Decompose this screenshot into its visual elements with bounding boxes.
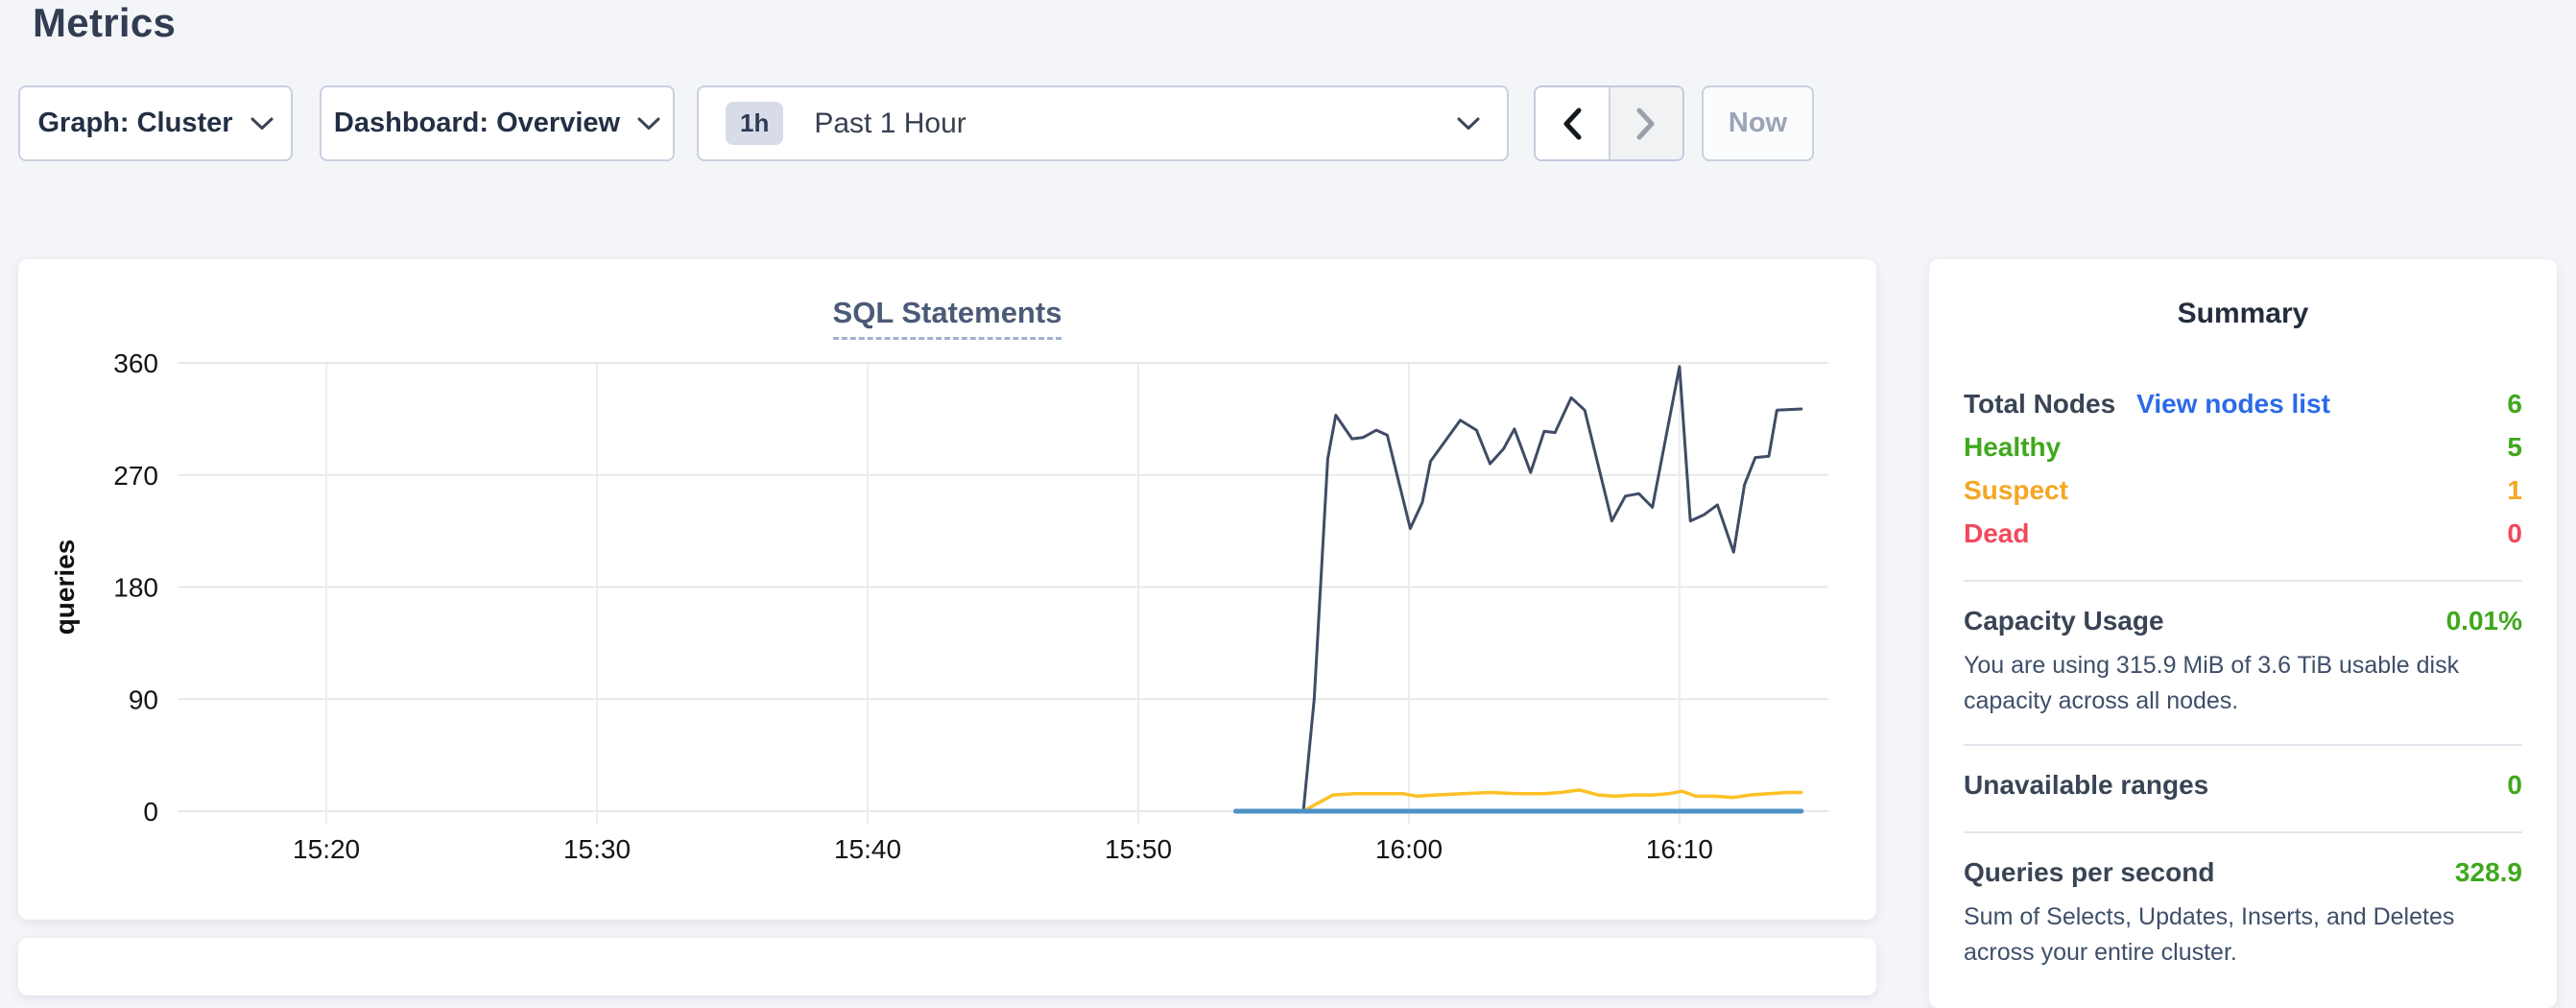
- node-status-row: Suspect 1: [1964, 468, 2522, 512]
- node-status-label: Suspect: [1964, 474, 2068, 505]
- chevron-down-icon: [637, 117, 660, 130]
- time-range-selector[interactable]: 1h Past 1 Hour: [697, 85, 1509, 161]
- summary-metric: Queries per second 328.9 Sum of Selects, U…: [1964, 831, 2522, 971]
- divider: [1964, 580, 2522, 582]
- next-time-button[interactable]: [1608, 87, 1682, 159]
- svg-text:15:30: 15:30: [563, 834, 631, 864]
- summary-metric-value: 0.01%: [2445, 605, 2522, 636]
- node-status-value: 1: [2507, 474, 2522, 505]
- divider: [1964, 744, 2522, 746]
- chart-title-wrap: SQL Statements: [18, 296, 1876, 340]
- svg-text:90: 90: [129, 684, 158, 714]
- graph-dropdown[interactable]: Graph: Cluster: [18, 85, 293, 161]
- chart-title[interactable]: SQL Statements: [832, 296, 1062, 340]
- svg-text:360: 360: [113, 348, 158, 378]
- summary-metric-row: Unavailable ranges 0: [1964, 763, 2522, 806]
- time-pager: [1534, 85, 1684, 161]
- summary-metric-value: 0: [2507, 769, 2522, 800]
- page-title: Metrics: [33, 0, 177, 45]
- summary-metric-row: Queries per second 328.9: [1964, 851, 2522, 894]
- total-nodes-value: 6: [2507, 388, 2522, 419]
- summary-metric: Capacity Usage 0.01% You are using 315.9 M…: [1964, 580, 2522, 719]
- total-nodes-label: Total Nodes: [1964, 388, 2116, 419]
- prev-time-button[interactable]: [1536, 87, 1609, 159]
- sql-statements-chart: 0 90 180 270 360 15:20 15:30 15:40 15:50 16:00 16:…: [50, 348, 1828, 864]
- summary-metric-description: You are using 315.9 MiB of 3.6 TiB usabl…: [1964, 652, 2460, 714]
- chevron-down-icon: [250, 117, 274, 130]
- svg-text:15:20: 15:20: [293, 834, 360, 864]
- node-status-value: 0: [2507, 517, 2522, 548]
- time-range-label: Past 1 Hour: [814, 107, 966, 139]
- summary-metric-value: 328.9: [2454, 856, 2522, 887]
- dashboard-dropdown-label: Dashboard: Overview: [333, 108, 621, 138]
- yellow-series: [1301, 788, 1803, 813]
- summary-metric-row: Capacity Usage 0.01%: [1964, 599, 2522, 642]
- node-status-value: 5: [2507, 431, 2522, 462]
- summary-metric-label: Queries per second: [1964, 856, 2215, 887]
- svg-text:16:00: 16:00: [1375, 834, 1443, 864]
- node-status-row: Healthy 5: [1964, 425, 2522, 468]
- svg-text:270: 270: [113, 461, 158, 491]
- now-button[interactable]: Now: [1702, 85, 1814, 161]
- total-nodes-row: Total Nodes View nodes list 6: [1964, 382, 2522, 425]
- summary-title: Summary: [2177, 298, 2309, 329]
- chevron-left-icon: [1563, 108, 1582, 139]
- dashboard-dropdown[interactable]: Dashboard: Overview: [320, 85, 675, 161]
- summary-panel: Summary Total Nodes View nodes list 6 He…: [1929, 259, 2557, 1008]
- chevron-down-icon: [1457, 117, 1480, 130]
- svg-text:queries: queries: [50, 540, 80, 636]
- next-chart-card-edge: [18, 938, 1876, 996]
- node-status-list: Healthy 5 Suspect 1 Dead 0: [1964, 425, 2522, 555]
- summary-metric-label: Unavailable ranges: [1964, 769, 2209, 800]
- node-status-row: Dead 0: [1964, 512, 2522, 555]
- divider: [1964, 831, 2522, 833]
- chevron-right-icon: [1636, 108, 1655, 139]
- node-status-label: Healthy: [1964, 431, 2062, 462]
- svg-text:15:50: 15:50: [1105, 834, 1172, 864]
- dark-navy-series: [1301, 365, 1803, 813]
- sql-statements-chart-card: SQL Statements 0 90 180 270 360 15:20 15:30 15:…: [18, 259, 1876, 920]
- svg-text:15:40: 15:40: [834, 834, 901, 864]
- summary-metric-list: Capacity Usage 0.01% You are using 315.9 M…: [1964, 580, 2522, 971]
- metrics-page: Metrics Graph: Cluster Dashboard: Overvi…: [18, 0, 2557, 1008]
- svg-text:16:10: 16:10: [1646, 834, 1713, 864]
- node-status-label: Dead: [1964, 517, 2030, 548]
- svg-text:180: 180: [113, 573, 158, 603]
- time-range-badge: 1h: [726, 102, 784, 145]
- graph-dropdown-label: Graph: Cluster: [37, 108, 233, 138]
- view-nodes-list-link[interactable]: View nodes list: [2136, 388, 2330, 419]
- svg-text:0: 0: [143, 797, 158, 827]
- summary-metric: Unavailable ranges 0: [1964, 744, 2522, 806]
- summary-metric-description: Sum of Selects, Updates, Inserts, and De…: [1964, 903, 2455, 966]
- summary-metric-label: Capacity Usage: [1964, 605, 2164, 636]
